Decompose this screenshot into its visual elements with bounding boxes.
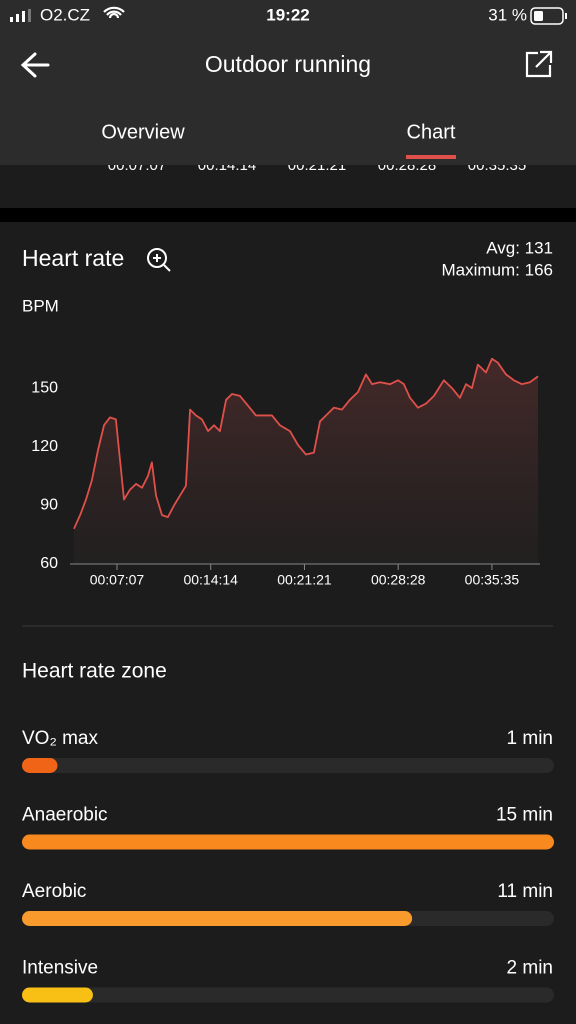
zone-value: 15 min bbox=[496, 805, 553, 826]
zone-bar bbox=[22, 911, 413, 926]
x-tick-label: 00:28:28 bbox=[371, 572, 426, 588]
y-tick-label: 90 bbox=[40, 497, 58, 514]
x-tick-label: 00:14:14 bbox=[183, 572, 238, 588]
y-tick-label: 120 bbox=[31, 438, 58, 455]
tab[interactable]: Chart bbox=[407, 121, 456, 143]
x-tick-label: 00:21:21 bbox=[277, 572, 332, 588]
back-button[interactable] bbox=[20, 52, 50, 78]
zone-name: Aerobic bbox=[22, 881, 86, 902]
y-tick-label: 150 bbox=[31, 379, 58, 396]
zone-track bbox=[22, 987, 554, 1003]
heart-rate-line bbox=[73, 357, 539, 530]
x-tick-label: 00:35:35 bbox=[465, 572, 520, 588]
zone-name: VO₂ max bbox=[22, 728, 99, 749]
clock: 19:22 bbox=[266, 5, 309, 24]
page-title: Outdoor running bbox=[205, 51, 371, 77]
heart-rate-chart: 60 90 120 150 00:07:07 00:14:14 00:21:21 00:28:… bbox=[31, 357, 540, 588]
chart-title: Heart rate bbox=[22, 245, 124, 271]
zone-value: 11 min bbox=[497, 881, 553, 902]
zone-name: Anaerobic bbox=[22, 805, 108, 826]
share-button[interactable] bbox=[525, 50, 553, 78]
battery-icon bbox=[530, 7, 567, 25]
wifi-icon bbox=[103, 6, 125, 19]
avg-label: Avg: 131 bbox=[486, 238, 553, 257]
y-axis-label: BPM bbox=[22, 296, 59, 315]
zone-value: 1 min bbox=[507, 728, 553, 749]
zone-value: 2 min bbox=[507, 958, 553, 979]
battery-text: 31 % bbox=[488, 5, 527, 24]
zone-bar bbox=[22, 834, 554, 850]
zone-bar bbox=[22, 987, 93, 1003]
zone-bar bbox=[22, 758, 58, 773]
carrier: O2.CZ bbox=[40, 5, 90, 24]
signal-icon bbox=[10, 9, 31, 22]
x-tick-label: 00:07:07 bbox=[90, 572, 145, 588]
zone-track bbox=[22, 758, 554, 773]
header-bg bbox=[0, 0, 576, 165]
zone-name: Intensive bbox=[22, 958, 98, 979]
separator bbox=[0, 208, 576, 222]
zone-title: Heart rate zone bbox=[22, 660, 167, 683]
tab-indicator bbox=[406, 155, 456, 159]
y-tick-label: 60 bbox=[40, 555, 58, 572]
zoom-button[interactable] bbox=[147, 248, 171, 272]
tab[interactable]: Overview bbox=[101, 121, 185, 143]
zones: VO₂ max 1 min Anaerobic 15 min Aerobic 11 min… bbox=[22, 728, 554, 1003]
area-fill bbox=[73, 358, 539, 564]
max-label: Maximum: 166 bbox=[442, 260, 553, 279]
